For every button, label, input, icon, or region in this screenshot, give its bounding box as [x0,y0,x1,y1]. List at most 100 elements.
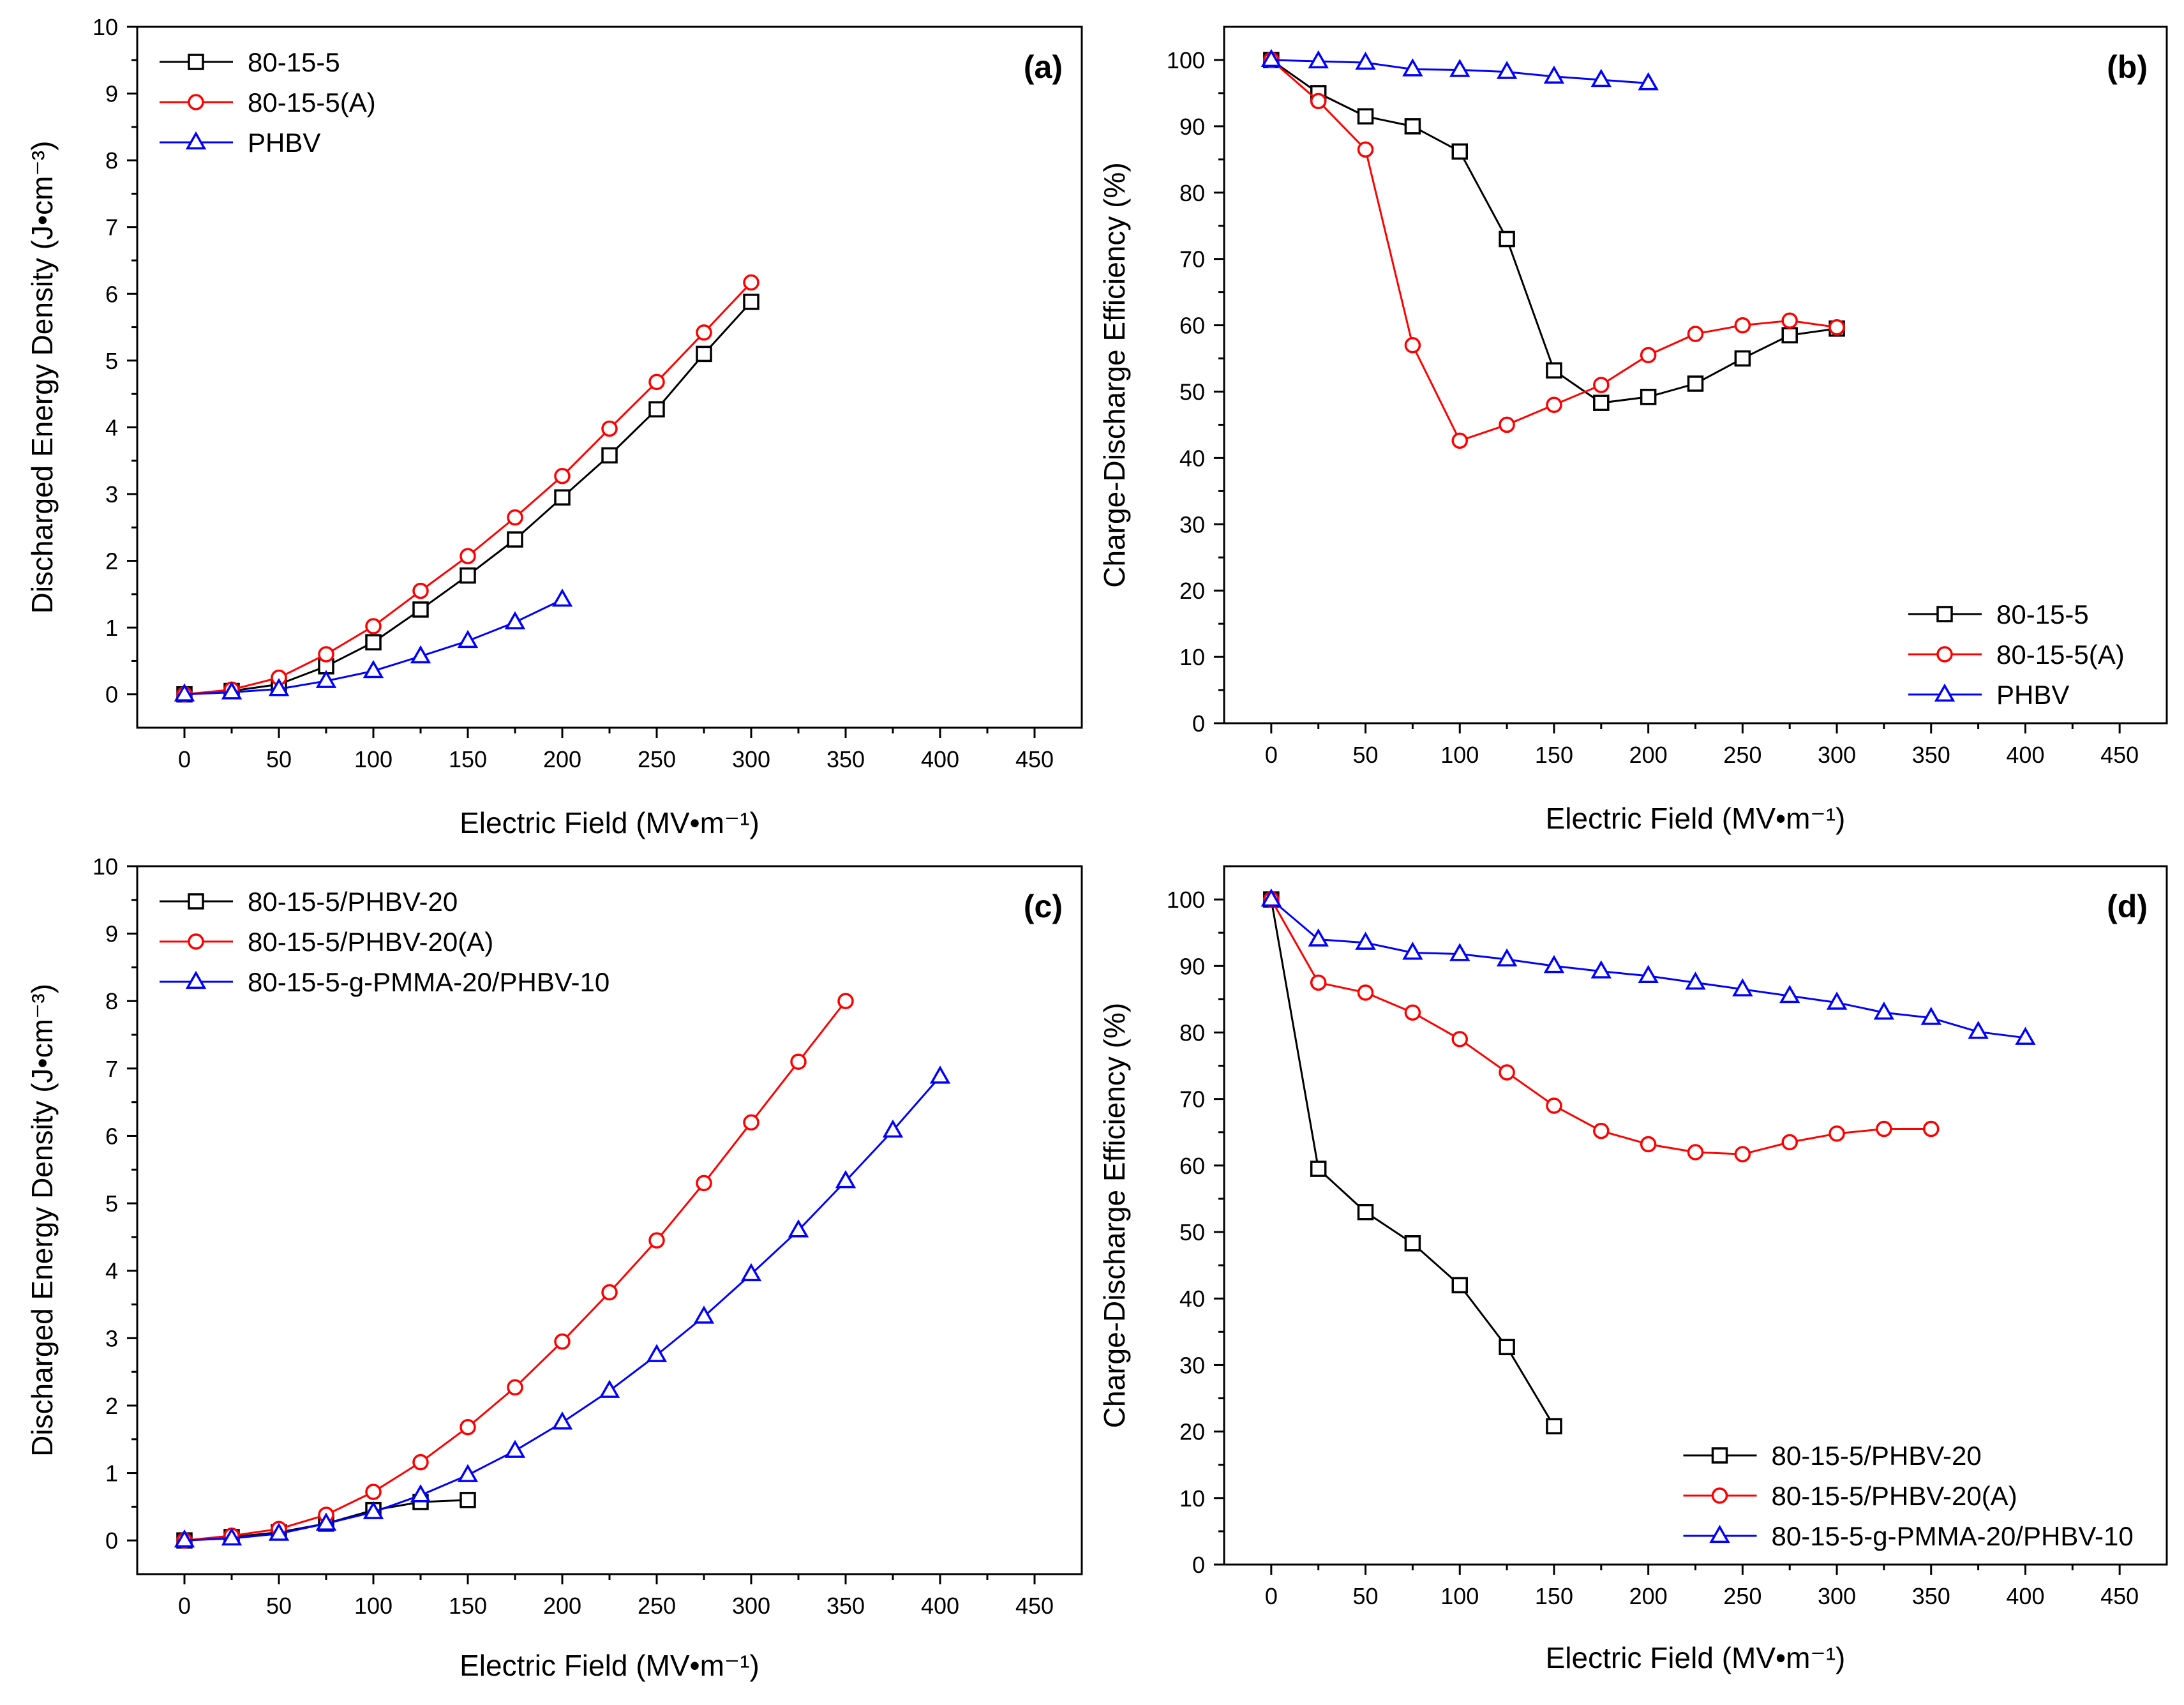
x-tick-label: 400 [2006,1583,2044,1609]
x-tick-label: 0 [178,746,191,772]
data-point [504,611,526,629]
y-tick-label: 30 [1179,511,1205,537]
data-point [1260,888,1282,907]
data-point [1404,1235,1421,1252]
legend-entry: 80-15-5 [1908,599,2089,629]
data-point [1826,991,1848,1010]
data-point [1593,1122,1610,1139]
y-tick-label: 10 [1179,644,1205,670]
data-point [1355,931,1376,950]
x-tick-label: 450 [1015,746,1054,772]
series-3 [1260,888,2036,1045]
data-point [601,420,618,437]
data-point [412,601,429,618]
legend-marker [185,131,207,150]
x-tick-label: 300 [1818,1583,1856,1609]
data-point [696,1175,712,1192]
legend-label: 80-15-5-g-PMMA-20/PHBV-10 [248,967,610,997]
x-tick-label: 100 [354,1593,393,1619]
legend: 80-15-5/PHBV-20 80-15-5/PHBV-20(A) 80-15-5… [1683,1441,2134,1551]
data-point [174,683,195,702]
data-point [507,531,523,548]
data-point [790,1053,807,1070]
data-point [743,1114,759,1131]
x-tick-label: 400 [921,746,959,772]
data-point [1593,377,1610,393]
x-tick-label: 0 [178,1593,191,1619]
data-point [1451,1277,1468,1294]
data-point [412,582,429,599]
series-line [184,1000,847,1542]
data-point [1496,948,1518,966]
y-tick-label: 9 [105,921,118,947]
y-tick-label: 8 [105,147,118,174]
data-point [648,373,665,391]
data-point [837,993,854,1009]
x-axis-title: Electric Field (MV•m⁻¹) [1546,1641,1846,1674]
y-tick-label: 80 [1179,1019,1205,1046]
y-tick-label: 10 [1179,1485,1205,1512]
legend-label: 80-15-5/PHBV-20(A) [1772,1481,2017,1511]
x-tick-label: 350 [1912,742,1950,768]
y-tick-label: 4 [105,1258,118,1284]
y-tick-label: 5 [105,1190,118,1217]
x-tick-label: 100 [1440,742,1479,768]
x-tick-label: 300 [1818,742,1856,768]
series-1 [1263,891,1562,1435]
panel-label: (b) [2107,49,2148,85]
data-point [1546,1418,1562,1435]
data-point [1499,1339,1515,1356]
data-point [1779,984,1800,1003]
series-line [1270,899,1931,1155]
data-point [1308,50,1329,69]
data-point [2015,1026,2036,1045]
x-tick-label: 200 [543,1593,581,1619]
legend-marker [188,54,204,70]
data-point [365,618,382,635]
chart-panel-d: 0 50 100 150 200 250 300 350 400 450 0 10 20 30 40 50 60… [1098,865,2168,1674]
series-3 [174,588,573,702]
data-point [1496,61,1518,79]
data-point [1402,58,1423,77]
y-tick-label: 0 [105,682,118,708]
data-point [1451,432,1468,449]
data-point [315,1512,337,1531]
data-point [460,1492,476,1508]
x-tick-label: 350 [826,1593,865,1619]
data-point [551,588,573,607]
data-point [268,1522,290,1541]
data-point [412,1453,429,1471]
y-axis-title: Charge-Discharge Efficiency (%) [1098,162,1131,587]
data-point [1734,1146,1751,1162]
data-point [696,345,712,363]
y-tick-label: 20 [1179,1419,1205,1445]
data-point [929,1065,951,1084]
y-tick-label: 6 [105,281,118,307]
legend: 80-15-5/PHBV-20 80-15-5/PHBV-20(A) 80-15-5… [160,887,610,997]
data-point [410,1484,431,1503]
legend-label: 80-15-5 [1996,599,2089,629]
data-point [1404,336,1421,354]
x-tick-label: 250 [638,1593,676,1619]
data-point [601,1284,618,1301]
y-tick-label: 1 [105,1461,118,1487]
data-point [1310,1160,1327,1177]
data-point [315,670,337,688]
data-point [410,645,431,664]
x-tick-label: 200 [1629,742,1668,768]
series-2 [1263,52,1845,449]
x-tick-label: 450 [2100,1583,2139,1609]
data-point [1310,974,1327,991]
y-tick-label: 60 [1179,1153,1205,1179]
data-point [1357,108,1374,125]
x-tick-label: 400 [921,1593,959,1619]
x-tick-label: 150 [1535,1583,1573,1609]
data-point [1923,1120,1940,1138]
y-tick-label: 5 [105,348,118,374]
legend-marker [1936,646,1953,663]
x-tick-label: 150 [1535,742,1573,768]
y-tick-label: 40 [1179,445,1205,471]
x-tick-label: 250 [1723,1583,1761,1609]
y-tick-label: 1 [105,615,118,641]
